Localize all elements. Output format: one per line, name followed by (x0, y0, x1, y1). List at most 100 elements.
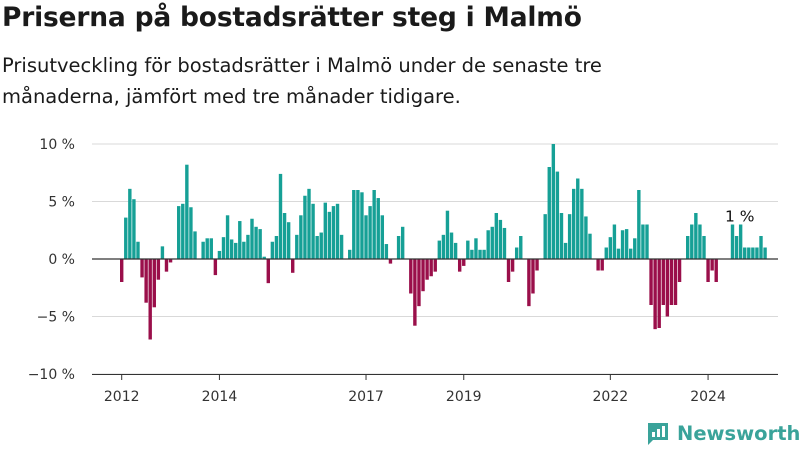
bar (168, 259, 173, 263)
bar (743, 247, 747, 259)
x-tick-label: 2024 (690, 389, 726, 405)
bar (323, 202, 327, 259)
bar (120, 259, 124, 282)
y-tick-label: −10 % (28, 367, 75, 383)
bar (759, 236, 763, 259)
bar (319, 232, 323, 259)
bar (307, 188, 311, 259)
bar (710, 259, 714, 271)
bar (278, 173, 283, 259)
bar (453, 242, 458, 259)
bar (156, 259, 161, 280)
bar (291, 259, 295, 273)
bar (348, 249, 352, 259)
bar (205, 238, 209, 259)
bar (714, 259, 718, 282)
bar (527, 259, 531, 307)
bar (429, 259, 433, 277)
newsworthy-logo-icon (648, 423, 668, 445)
bar (148, 259, 152, 340)
y-tick-label: 5 % (48, 195, 75, 211)
bar (531, 259, 535, 294)
bar (543, 214, 547, 259)
y-axis-labels: 10 % 5 % 0 % −5 % −10 % (28, 137, 75, 383)
bar (299, 215, 303, 259)
bar (295, 234, 299, 259)
bar (755, 247, 759, 259)
bar (580, 188, 584, 259)
bar (221, 237, 226, 259)
bar (164, 259, 169, 272)
bar (482, 249, 486, 259)
bar (624, 229, 629, 259)
bar (751, 247, 755, 259)
bar (274, 236, 279, 259)
bar (225, 215, 230, 259)
bar (494, 213, 499, 259)
bar (152, 259, 156, 308)
bar (474, 238, 478, 259)
bar (254, 226, 258, 259)
bar (303, 195, 307, 259)
bar (286, 222, 291, 259)
bar (478, 249, 482, 259)
bar (596, 259, 600, 271)
bar (201, 241, 205, 259)
bar (352, 190, 356, 259)
x-tick-label: 2014 (202, 389, 238, 405)
bar (673, 259, 678, 305)
bar (360, 192, 364, 259)
bar (702, 236, 706, 259)
bar (506, 259, 511, 282)
y-tick-label: 10 % (39, 137, 75, 153)
page-title: Priserna på bostadsrätter steg i Malmö (2, 2, 582, 33)
bar (694, 213, 698, 259)
bar (490, 226, 494, 259)
bar (470, 249, 474, 259)
bar (282, 213, 287, 259)
bar (608, 237, 613, 259)
bar (380, 215, 385, 259)
bar (209, 238, 213, 259)
bar (181, 203, 185, 259)
bar (629, 248, 633, 259)
bar (421, 259, 425, 292)
bar (653, 259, 657, 330)
bar (738, 224, 743, 259)
bar (763, 247, 767, 259)
bar (229, 239, 234, 259)
bar (730, 224, 735, 259)
bar (620, 230, 625, 259)
bar (140, 259, 144, 278)
bar (641, 224, 645, 259)
bar (669, 259, 674, 305)
bar (502, 227, 507, 259)
bar (409, 259, 413, 294)
bar (437, 240, 442, 259)
bar (445, 210, 450, 259)
bar (270, 241, 275, 259)
bar (193, 231, 197, 259)
chart-bars (120, 144, 767, 340)
bar (185, 164, 189, 259)
bar (433, 259, 437, 272)
bar (747, 247, 751, 259)
bar (262, 256, 266, 259)
brand-footer: Newsworthy (645, 419, 800, 447)
bar (645, 224, 649, 259)
bar (449, 232, 454, 259)
bar (364, 215, 368, 259)
bar (462, 259, 466, 266)
bar (457, 259, 462, 272)
bar (234, 242, 238, 259)
bar (576, 178, 580, 259)
bar (266, 259, 270, 284)
bar (555, 171, 560, 259)
bar (335, 203, 340, 259)
bar (413, 259, 417, 326)
bar (584, 216, 588, 259)
bar (661, 259, 665, 305)
bar (124, 217, 128, 259)
bar (677, 259, 682, 282)
